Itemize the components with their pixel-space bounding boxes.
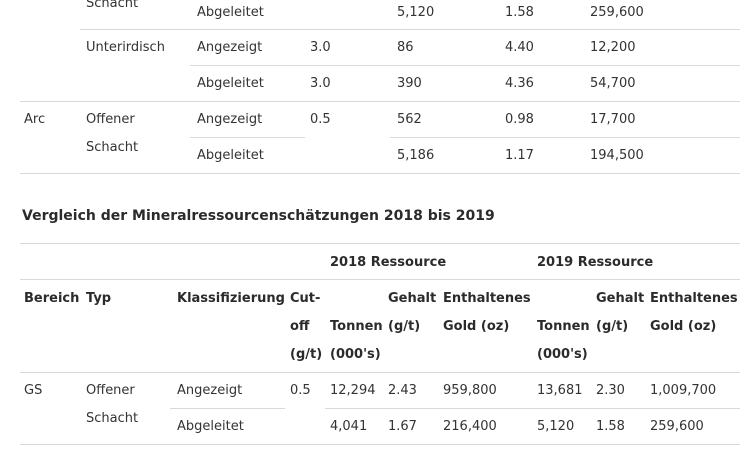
row-divider — [170, 408, 285, 409]
cell-typ: Offener — [86, 112, 135, 127]
cell-gold: 17,700 — [590, 112, 636, 127]
header-gold-unit-2019: Gold (oz) — [650, 319, 717, 334]
cell-tonnen-2019: 5,120 — [537, 419, 575, 434]
header-gold-unit-2018: Gold (oz) — [443, 319, 510, 334]
header-gold-2019: Enthaltenes — [650, 291, 738, 306]
header-divider — [20, 279, 740, 280]
cell-bereich: Arc — [24, 112, 46, 127]
cell-gold-2018: 959,800 — [443, 383, 497, 398]
cell-typ: Unterirdisch — [86, 40, 165, 55]
header-bottom-border — [20, 372, 740, 373]
header-tonnen-unit-2018: (000's) — [330, 347, 381, 362]
cell-gehalt: 1.58 — [505, 5, 534, 20]
cell-tonnen: 5,120 — [397, 5, 435, 20]
header-klassifizierung: Klassifizierung — [177, 291, 285, 306]
header-cutoff: Cut- — [290, 291, 321, 306]
header-tonnen-2019: Tonnen — [537, 319, 590, 334]
cell-gehalt-2019: 1.58 — [596, 419, 625, 434]
header-2019-ressource: 2019 Ressource — [537, 255, 654, 270]
table-top-border — [20, 243, 740, 244]
header-bereich: Bereich — [24, 291, 80, 306]
cell-tonnen: 562 — [397, 112, 422, 127]
header-tonnen-2018: Tonnen — [330, 319, 383, 334]
header-cutoff: (g/t) — [290, 347, 323, 362]
cell-cutoff: 3.0 — [310, 76, 331, 91]
cell-klassifizierung: Angezeigt — [197, 40, 263, 55]
cell-tonnen: 5,186 — [397, 148, 435, 163]
cell-gold: 259,600 — [590, 5, 644, 20]
table-bottom-border — [20, 173, 740, 174]
cell-typ: Schacht — [86, 411, 139, 426]
cell-cutoff: 0.5 — [310, 112, 331, 127]
row-divider — [190, 65, 740, 66]
cell-klassifizierung: Abgeleitet — [197, 5, 264, 20]
cell-gold: 12,200 — [590, 40, 636, 55]
header-cutoff: off — [290, 319, 310, 334]
cell-typ: Schacht — [86, 0, 139, 11]
cell-tonnen-2019: 13,681 — [537, 383, 583, 398]
row-divider — [190, 137, 305, 138]
cell-tonnen: 86 — [397, 40, 414, 55]
header-tonnen-unit-2019: (000's) — [537, 347, 588, 362]
cell-klassifizierung: Abgeleitet — [197, 148, 264, 163]
cell-klassifizierung: Abgeleitet — [197, 76, 264, 91]
table-bottom-border — [20, 444, 740, 445]
row-divider — [80, 29, 740, 30]
row-divider — [20, 101, 740, 102]
cell-gehalt: 4.36 — [505, 76, 534, 91]
cell-gold-2019: 1,009,700 — [650, 383, 717, 398]
cell-cutoff: 3.0 — [310, 40, 331, 55]
header-typ: Typ — [86, 291, 112, 306]
cell-gold: 54,700 — [590, 76, 636, 91]
header-gehalt-unit-2018: (g/t) — [388, 319, 421, 334]
header-gehalt-unit-2019: (g/t) — [596, 319, 629, 334]
cell-klassifizierung: Angezeigt — [177, 383, 243, 398]
cell-klassifizierung: Angezeigt — [197, 112, 263, 127]
cell-gehalt-2018: 1.67 — [388, 419, 417, 434]
header-gehalt-2018: Gehalt — [388, 291, 437, 306]
header-gold-2018: Enthaltenes — [443, 291, 531, 306]
header-2018-ressource: 2018 Ressource — [330, 255, 447, 270]
cell-gehalt-2018: 2.43 — [388, 383, 417, 398]
cell-gold: 194,500 — [590, 148, 644, 163]
cell-gehalt: 0.98 — [505, 112, 534, 127]
header-gehalt-2019: Gehalt — [596, 291, 645, 306]
cell-gehalt: 4.40 — [505, 40, 534, 55]
cell-gold-2019: 259,600 — [650, 419, 704, 434]
cell-typ: Schacht — [86, 140, 139, 155]
section-heading: Vergleich der Mineralressourcenschätzung… — [22, 208, 495, 224]
cell-tonnen-2018: 4,041 — [330, 419, 368, 434]
cell-gehalt-2019: 2.30 — [596, 383, 625, 398]
cell-typ: Offener — [86, 383, 135, 398]
cell-tonnen-2018: 12,294 — [330, 383, 376, 398]
cell-tonnen: 390 — [397, 76, 422, 91]
cell-bereich: GS — [24, 383, 43, 398]
cell-gehalt: 1.17 — [505, 148, 534, 163]
row-divider — [390, 137, 740, 138]
cell-gold-2018: 216,400 — [443, 419, 497, 434]
cell-cutoff: 0.5 — [290, 383, 311, 398]
row-divider — [325, 408, 740, 409]
cell-klassifizierung: Abgeleitet — [177, 419, 244, 434]
